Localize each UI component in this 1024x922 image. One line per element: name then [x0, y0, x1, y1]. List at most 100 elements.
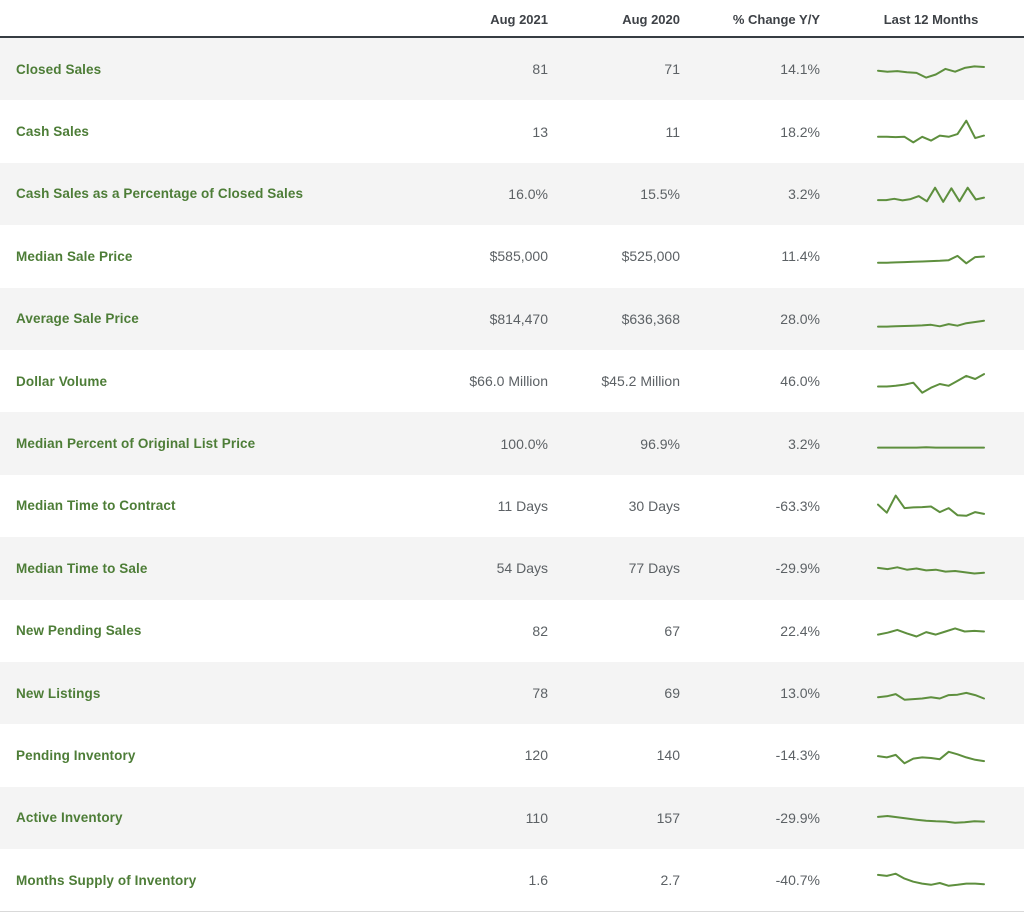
metric-name: Months Supply of Inventory	[16, 872, 197, 888]
metric-name: Pending Inventory	[16, 747, 136, 763]
table-row: Dollar Volume $66.0 Million $45.2 Million 4…	[0, 349, 1024, 413]
metric-name: New Listings	[16, 685, 101, 701]
value-pct-change: 3.2%	[788, 185, 820, 202]
trend-sparkline	[877, 872, 985, 888]
header-aug-2021: Aug 2021	[490, 11, 548, 27]
value-pct-change: 28.0%	[780, 310, 820, 327]
sparkline-cell	[820, 362, 1024, 400]
value-aug-2020: 67	[664, 622, 680, 639]
table-row: New Listings 78 69 13.0%	[0, 661, 1024, 725]
value-aug-2021: 1.6	[528, 872, 548, 889]
trend-sparkline	[877, 814, 985, 824]
sparkline-cell	[820, 674, 1024, 712]
value-aug-2020: 69	[664, 685, 680, 702]
table-row: Median Time to Contract 11 Days 30 Days -63…	[0, 474, 1024, 538]
value-aug-2020: 2.7	[660, 872, 680, 889]
table-row: Median Time to Sale 54 Days 77 Days -29.9%	[0, 537, 1024, 600]
sparkline-cell	[820, 425, 1024, 463]
metric-name: Median Percent of Original List Price	[16, 436, 256, 452]
value-pct-change: 13.0%	[780, 685, 820, 702]
value-pct-change: 46.0%	[780, 373, 820, 390]
table-row: Average Sale Price $814,470 $636,368 28.0%	[0, 287, 1024, 350]
metric-name: Average Sale Price	[16, 311, 139, 327]
table-row: Median Sale Price $585,000 $525,000 11.4%	[0, 225, 1024, 288]
value-aug-2021: 11 Days	[497, 497, 548, 514]
value-aug-2021: 81	[532, 61, 548, 78]
metric-name: Cash Sales	[16, 124, 90, 140]
value-aug-2021: $66.0 Million	[469, 373, 548, 390]
value-pct-change: -29.9%	[775, 560, 820, 577]
value-aug-2020: $45.2 Million	[601, 373, 680, 390]
value-aug-2021: 120	[524, 747, 548, 764]
value-aug-2021: 110	[525, 809, 548, 826]
trend-sparkline	[877, 319, 985, 328]
metric-name: Median Time to Contract	[16, 498, 176, 514]
trend-sparkline	[877, 373, 985, 394]
trend-sparkline	[877, 751, 985, 765]
value-pct-change: -29.9%	[775, 809, 820, 826]
sparkline-cell	[820, 300, 1024, 338]
value-aug-2021: $585,000	[489, 248, 548, 265]
value-aug-2021: 100.0%	[500, 435, 548, 452]
value-aug-2020: 15.5%	[640, 185, 680, 202]
trend-sparkline	[877, 445, 985, 449]
value-aug-2021: 78	[532, 685, 548, 702]
value-pct-change: 22.4%	[780, 622, 820, 639]
table-row: Active Inventory 110 157 -29.9%	[0, 786, 1024, 850]
metric-name: Closed Sales	[16, 61, 102, 77]
table-body: Closed Sales 81 71 14.1% Cash Sales 13 11 18.2%…	[0, 38, 1024, 912]
sparkline-cell	[820, 487, 1024, 525]
value-pct-change: -40.7%	[775, 872, 820, 889]
header-aug-2020: Aug 2020	[622, 11, 680, 27]
value-aug-2020: 96.9%	[640, 435, 680, 452]
value-aug-2020: 30 Days	[628, 497, 680, 514]
table-row: Pending Inventory 120 140 -14.3%	[0, 724, 1024, 787]
sparkline-cell	[820, 175, 1024, 213]
header-pct-change: % Change Y/Y	[732, 11, 820, 27]
value-aug-2020: 11	[665, 123, 680, 140]
trend-sparkline	[877, 186, 985, 203]
metric-name: Cash Sales as a Percentage of Closed Sal…	[16, 186, 304, 202]
value-pct-change: 3.2%	[788, 435, 820, 452]
table-row: Median Percent of Original List Price 100…	[0, 412, 1024, 475]
table-row: Closed Sales 81 71 14.1%	[0, 38, 1024, 101]
value-aug-2020: 77 Days	[628, 560, 680, 577]
metric-name: New Pending Sales	[16, 623, 142, 639]
table-bottom-divider	[0, 911, 1024, 913]
value-pct-change: -63.3%	[775, 497, 820, 514]
table-row: Cash Sales 13 11 18.2%	[0, 100, 1024, 163]
trend-sparkline	[877, 566, 985, 575]
table-row: New Pending Sales 82 67 22.4%	[0, 599, 1024, 662]
sparkline-cell	[820, 237, 1024, 275]
table-header: Aug 2021 Aug 2020 % Change Y/Y Last 12 M…	[0, 0, 1024, 38]
table-row: Cash Sales as a Percentage of Closed Sal…	[0, 162, 1024, 226]
trend-sparkline	[877, 255, 985, 265]
value-aug-2020: $636,368	[621, 310, 680, 327]
sparkline-cell	[820, 736, 1024, 774]
sparkline-cell	[820, 612, 1024, 650]
value-aug-2021: 13	[532, 123, 548, 140]
sparkline-cell	[820, 113, 1024, 151]
value-aug-2020: $525,000	[621, 248, 680, 265]
value-pct-change: -14.3%	[775, 747, 820, 764]
value-pct-change: 18.2%	[780, 123, 820, 140]
value-aug-2020: 157	[656, 809, 680, 826]
trend-sparkline	[877, 119, 985, 143]
sparkline-cell	[820, 861, 1024, 899]
trend-sparkline	[877, 65, 985, 79]
value-aug-2020: 71	[664, 61, 680, 78]
metric-name: Median Time to Sale	[16, 560, 148, 576]
metric-name: Active Inventory	[16, 810, 123, 826]
trend-sparkline	[877, 494, 985, 517]
value-aug-2021: 54 Days	[496, 560, 548, 577]
value-aug-2021: 16.0%	[508, 185, 548, 202]
table-row: Months Supply of Inventory 1.6 2.7 -40.7%	[0, 849, 1024, 912]
trend-sparkline	[877, 627, 985, 638]
trend-sparkline	[877, 691, 985, 701]
value-aug-2021: 82	[532, 622, 548, 639]
value-aug-2021: $814,470	[489, 310, 548, 327]
value-pct-change: 14.1%	[780, 61, 820, 78]
header-metric	[0, 17, 368, 19]
value-pct-change: 11.4%	[781, 248, 820, 265]
